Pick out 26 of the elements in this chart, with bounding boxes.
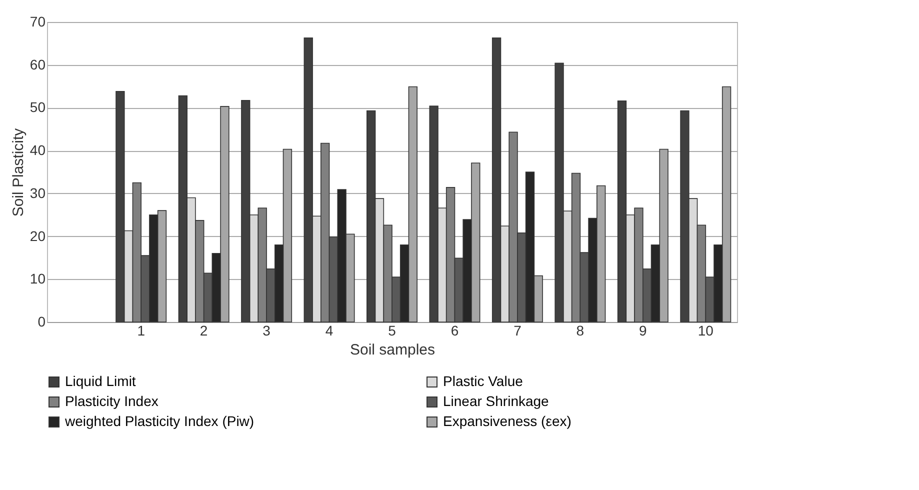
y-tick-label: 50	[30, 99, 46, 116]
x-tick-label: 1	[137, 322, 146, 338]
y-tick-label: 40	[30, 142, 46, 158]
y-tick-label: 60	[30, 56, 46, 72]
y-tick-label: 0	[38, 314, 46, 330]
legend-label: Plasticity Index	[65, 393, 158, 409]
y-axis-title: Soil Plasticity	[10, 128, 27, 217]
x-tick-label: 5	[388, 322, 396, 338]
x-tick-label: 3	[262, 322, 271, 338]
x-tick-label: 4	[325, 322, 334, 338]
x-tick-label: 6	[450, 322, 459, 338]
y-tick-label: 10	[30, 270, 46, 287]
x-tick-label: 8	[576, 322, 584, 338]
legend-label: Plastic Value	[443, 373, 524, 389]
legend-label: weighted Plasticity Index (Piw)	[64, 413, 254, 429]
x-tick-label: 10	[698, 322, 714, 338]
x-tick-label: 2	[200, 322, 208, 338]
x-axis-title: Soil samples	[350, 342, 436, 358]
y-tick-label: 30	[30, 184, 46, 201]
y-tick-label: 20	[30, 228, 46, 244]
x-tick-label: 7	[514, 322, 522, 338]
legend-label: Linear Shrinkage	[443, 393, 550, 409]
legend-label: Liquid Limit	[65, 373, 136, 389]
x-tick-label: 9	[639, 322, 648, 338]
y-tick-label: 70	[30, 14, 46, 30]
legend-label: Expansiveness (εex)	[443, 413, 572, 429]
